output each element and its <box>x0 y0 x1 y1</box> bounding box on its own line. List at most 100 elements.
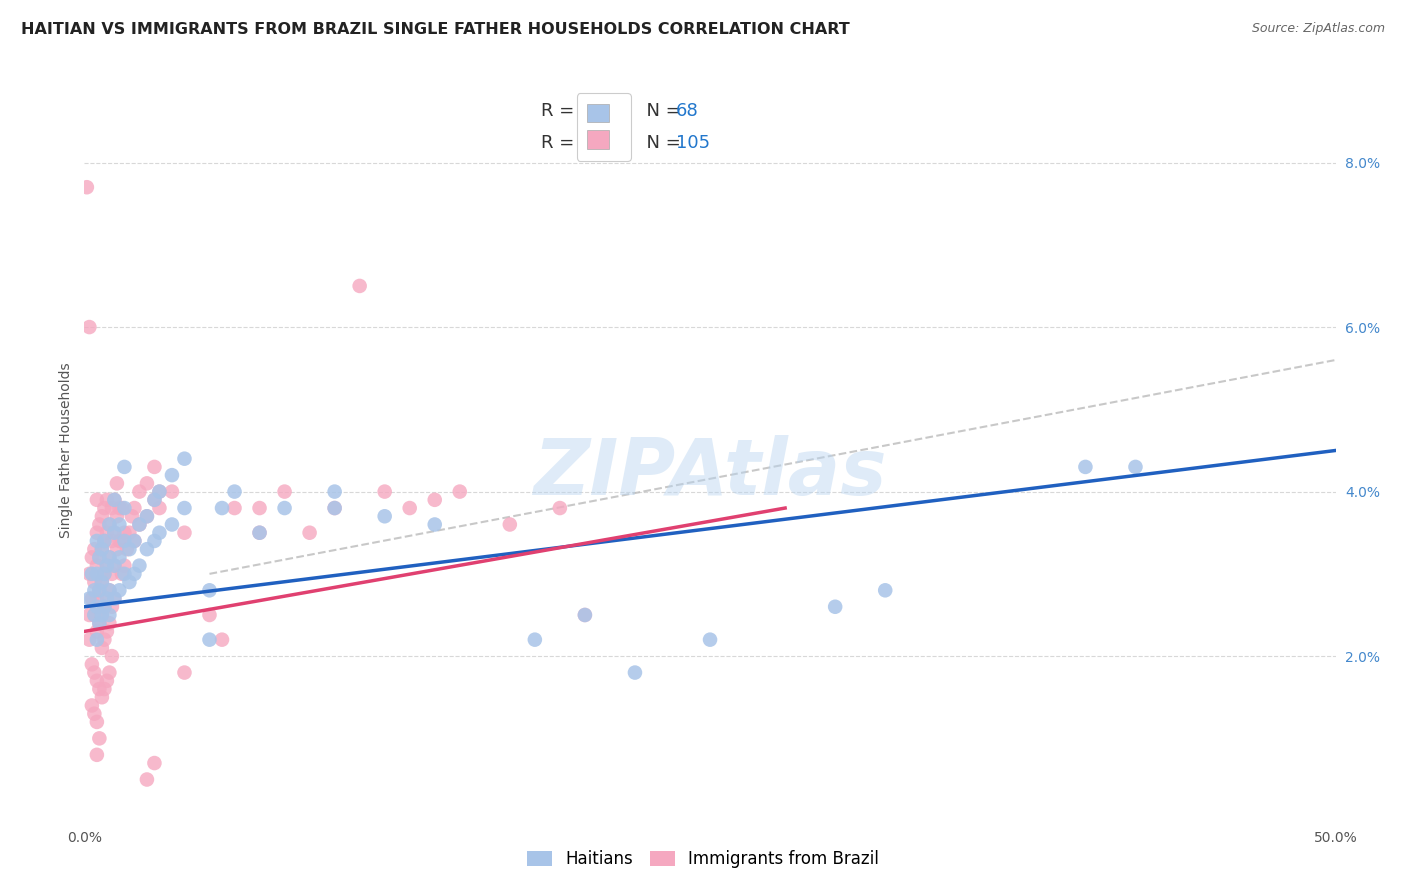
Point <box>160 468 183 483</box>
Point <box>89 583 111 598</box>
Point <box>523 632 546 647</box>
Point <box>103 525 125 540</box>
Point <box>86 533 108 548</box>
Point <box>90 509 112 524</box>
Point <box>112 501 135 516</box>
Point <box>90 542 112 557</box>
Point <box>79 607 101 622</box>
Point <box>273 484 295 499</box>
Point <box>124 566 146 581</box>
Point <box>128 517 150 532</box>
Point <box>574 607 596 622</box>
Point <box>148 501 170 516</box>
Point <box>574 607 596 622</box>
Text: 0.396: 0.396 <box>576 103 627 120</box>
Text: R =: R = <box>541 103 581 120</box>
Point <box>121 509 143 524</box>
Point <box>90 575 112 590</box>
Point <box>128 558 150 573</box>
Point <box>249 525 271 540</box>
Point <box>96 558 118 573</box>
Point <box>89 731 111 746</box>
Point <box>148 484 170 499</box>
Point <box>875 583 897 598</box>
Point <box>98 517 121 532</box>
Point <box>118 575 141 590</box>
Point <box>86 624 108 639</box>
Point <box>89 681 111 696</box>
Point <box>86 599 108 614</box>
Point <box>211 501 233 516</box>
Point <box>93 566 115 581</box>
Point <box>93 533 115 548</box>
Point <box>98 550 121 565</box>
Legend: Haitians, Immigrants from Brazil: Haitians, Immigrants from Brazil <box>520 844 886 875</box>
Point <box>111 566 134 581</box>
Point <box>224 501 246 516</box>
Point <box>96 624 118 639</box>
Point <box>96 492 118 507</box>
Point <box>499 517 522 532</box>
Point <box>112 459 135 474</box>
Text: 68: 68 <box>676 103 699 120</box>
Point <box>89 517 111 532</box>
Point <box>86 591 108 606</box>
Point <box>86 632 108 647</box>
Point <box>86 747 108 762</box>
Point <box>86 558 108 573</box>
Point <box>374 509 396 524</box>
Point <box>173 501 195 516</box>
Text: 0.231: 0.231 <box>576 134 627 153</box>
Point <box>76 180 98 194</box>
Point <box>108 501 131 516</box>
Point <box>103 591 125 606</box>
Point <box>86 492 108 507</box>
Point <box>79 566 101 581</box>
Text: Source: ZipAtlas.com: Source: ZipAtlas.com <box>1251 22 1385 36</box>
Point <box>112 566 135 581</box>
Text: ZIPAtlas: ZIPAtlas <box>533 434 887 511</box>
Point <box>824 599 846 614</box>
Point <box>96 673 118 688</box>
Point <box>349 279 371 293</box>
Legend: , : , <box>576 93 631 161</box>
Point <box>160 517 183 532</box>
Text: R =: R = <box>541 134 581 153</box>
Point <box>108 583 131 598</box>
Point <box>101 533 124 548</box>
Point <box>143 492 166 507</box>
Point <box>423 517 446 532</box>
Point <box>173 665 195 680</box>
Point <box>83 665 105 680</box>
Text: HAITIAN VS IMMIGRANTS FROM BRAZIL SINGLE FATHER HOUSEHOLDS CORRELATION CHART: HAITIAN VS IMMIGRANTS FROM BRAZIL SINGLE… <box>21 22 849 37</box>
Point <box>198 632 221 647</box>
Point <box>249 501 271 516</box>
Point <box>103 492 125 507</box>
Point <box>124 533 146 548</box>
Point <box>1074 459 1097 474</box>
Point <box>83 583 105 598</box>
Y-axis label: Single Father Households: Single Father Households <box>59 363 73 538</box>
Point <box>111 533 134 548</box>
Point <box>93 533 115 548</box>
Point <box>101 566 124 581</box>
Point <box>118 542 141 557</box>
Point <box>108 533 131 548</box>
Point <box>86 673 108 688</box>
Point <box>423 492 446 507</box>
Point <box>83 706 105 721</box>
Point <box>115 542 138 557</box>
Point <box>143 533 166 548</box>
Point <box>96 558 118 573</box>
Point <box>80 657 103 672</box>
Point <box>699 632 721 647</box>
Point <box>136 509 159 524</box>
Point <box>89 583 111 598</box>
Point <box>93 632 115 647</box>
Point <box>249 525 271 540</box>
Point <box>93 501 115 516</box>
Point <box>96 525 118 540</box>
Point <box>112 525 135 540</box>
Point <box>111 501 134 516</box>
Point <box>90 607 112 622</box>
